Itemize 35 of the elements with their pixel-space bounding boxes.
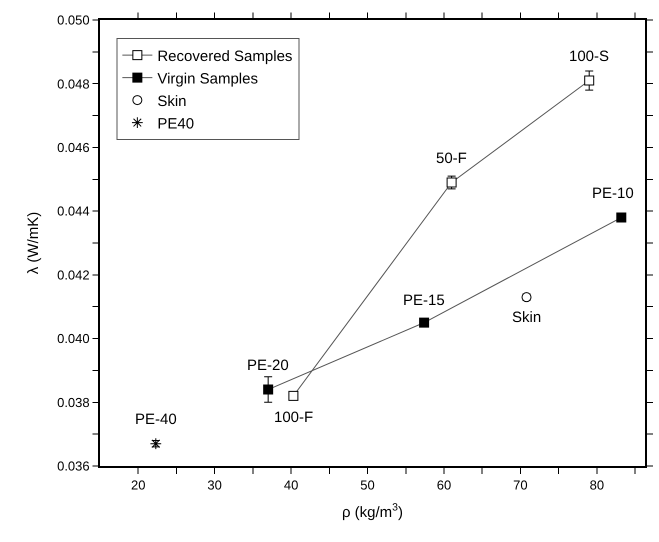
legend-label: Skin <box>157 92 187 110</box>
y-tick-label: 0.048 <box>57 76 90 92</box>
y-tick-label: 0.050 <box>57 12 90 28</box>
point <box>150 438 162 450</box>
annotation: 50-F <box>436 150 467 167</box>
x-tick-label: 60 <box>436 477 452 492</box>
y-axis-title: λ (W/mK) <box>24 212 42 274</box>
y-tick-label: 0.044 <box>57 204 90 219</box>
x-tick-label: 70 <box>513 477 528 492</box>
y-tick-label: 0.038 <box>57 394 90 410</box>
point <box>584 76 594 86</box>
annotation: PE-15 <box>403 292 445 309</box>
legend-label: PE40 <box>157 115 194 132</box>
x-tick-label: 30 <box>207 477 222 492</box>
y-tick-label: 0.042 <box>57 267 90 282</box>
annotation: Skin <box>512 309 542 326</box>
x-tick-label: 20 <box>130 477 146 492</box>
y-tick-label: 0.046 <box>57 140 90 155</box>
point <box>419 318 430 328</box>
x-tick-label: 80 <box>590 477 604 492</box>
legend-label: Recovered Samples <box>157 48 292 65</box>
x-axis-title: ρ (kg/m$^{3}$) <box>342 502 404 521</box>
point <box>288 390 298 401</box>
y-tick-label: 0.036 <box>57 458 90 474</box>
x-tick-label: 50 <box>360 477 375 492</box>
point <box>616 212 626 223</box>
annotation: 100-S <box>569 48 610 65</box>
annotation: PE-40 <box>135 411 177 428</box>
annotation: PE-20 <box>247 357 289 374</box>
legend-label: Virgin Samples <box>157 70 258 88</box>
annotation: PE-10 <box>592 185 634 202</box>
annotation: 100-F <box>274 409 314 426</box>
point <box>263 384 274 395</box>
y-tick-label: 0.040 <box>57 331 90 346</box>
x-tick-label: 40 <box>284 477 298 492</box>
